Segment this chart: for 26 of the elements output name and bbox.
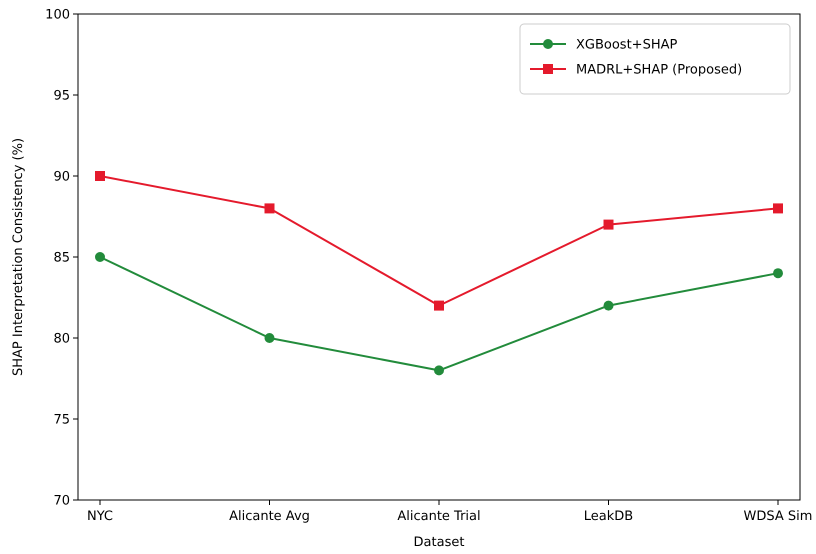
point xyxy=(773,268,783,278)
y-axis-title: SHAP Interpretation Consistency (%) xyxy=(11,138,26,376)
y-tick-label: 90 xyxy=(53,170,70,185)
y-tick-label: 100 xyxy=(45,8,70,23)
x-tick-label: Alicante Trial xyxy=(397,509,481,524)
point xyxy=(604,220,614,230)
point xyxy=(604,300,614,311)
y-tick-label: 95 xyxy=(53,88,70,104)
point xyxy=(773,203,783,214)
point xyxy=(434,300,444,311)
point xyxy=(264,333,274,343)
point xyxy=(434,365,444,376)
x-tick-label: Alicante Avg xyxy=(229,509,310,524)
y-tick-label: 70 xyxy=(53,494,70,509)
point xyxy=(95,252,105,262)
x-axis-title: Dataset xyxy=(414,535,464,550)
x-tick-label: LeakDB xyxy=(584,509,634,524)
legend-label: XGBoost+SHAP xyxy=(576,38,678,53)
y-tick-label: 85 xyxy=(53,250,70,266)
y-tick-label: 80 xyxy=(53,332,70,347)
legend-label: MADRL+SHAP (Proposed) xyxy=(576,62,742,78)
x-tick-label: NYC xyxy=(86,509,114,524)
point xyxy=(264,203,274,214)
y-tick-label: 75 xyxy=(53,412,70,428)
x-tick-label: WDSA Sim xyxy=(744,509,812,524)
point xyxy=(95,171,105,181)
